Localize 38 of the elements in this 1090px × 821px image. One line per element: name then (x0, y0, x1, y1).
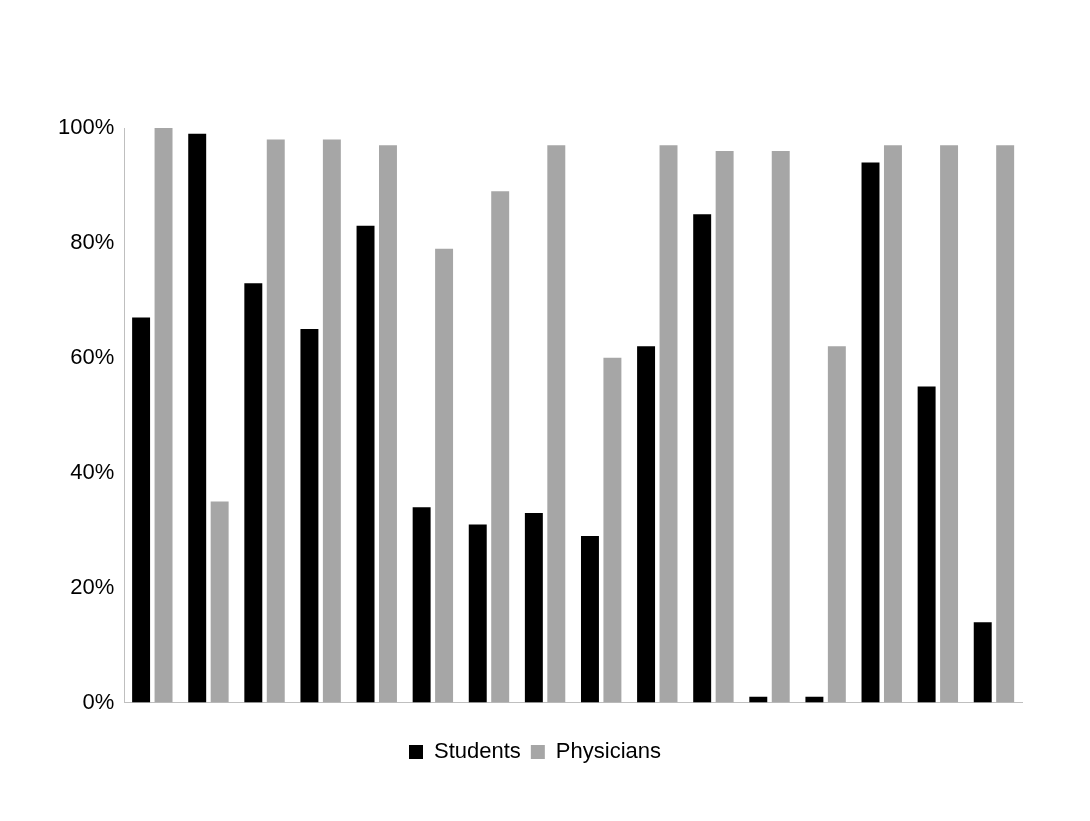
bar (379, 145, 397, 703)
bar (132, 317, 151, 703)
bar (940, 145, 959, 703)
bar (637, 346, 656, 703)
bar (154, 128, 173, 703)
bar (435, 248, 454, 703)
bar (996, 145, 1015, 703)
y-tick-label: 20% (70, 573, 115, 599)
bar (883, 145, 902, 703)
bar (322, 139, 341, 703)
bar (715, 150, 734, 703)
y-tick-label: 60% (70, 343, 115, 369)
bar (861, 162, 880, 703)
bar (580, 535, 599, 703)
bar (603, 357, 622, 703)
bar (524, 512, 543, 703)
y-tick-label: 0% (82, 688, 115, 714)
bar (266, 139, 285, 703)
bar (693, 214, 712, 703)
bar (244, 283, 263, 703)
bar (917, 386, 936, 703)
bar (827, 346, 846, 703)
y-tick-label: 40% (70, 458, 115, 484)
bar (547, 145, 566, 703)
bar (659, 145, 678, 703)
bar (973, 622, 992, 703)
bar (188, 133, 207, 703)
bar (468, 524, 487, 703)
bar (210, 501, 229, 703)
legend-label: Physicians (555, 738, 661, 764)
legend-label: Students (434, 738, 521, 764)
bar (771, 150, 790, 703)
y-tick-label: 100% (57, 114, 115, 140)
bar (491, 191, 510, 703)
y-tick-label: 80% (70, 228, 115, 254)
bar (412, 507, 431, 703)
bar (300, 329, 319, 703)
bar (356, 225, 375, 703)
